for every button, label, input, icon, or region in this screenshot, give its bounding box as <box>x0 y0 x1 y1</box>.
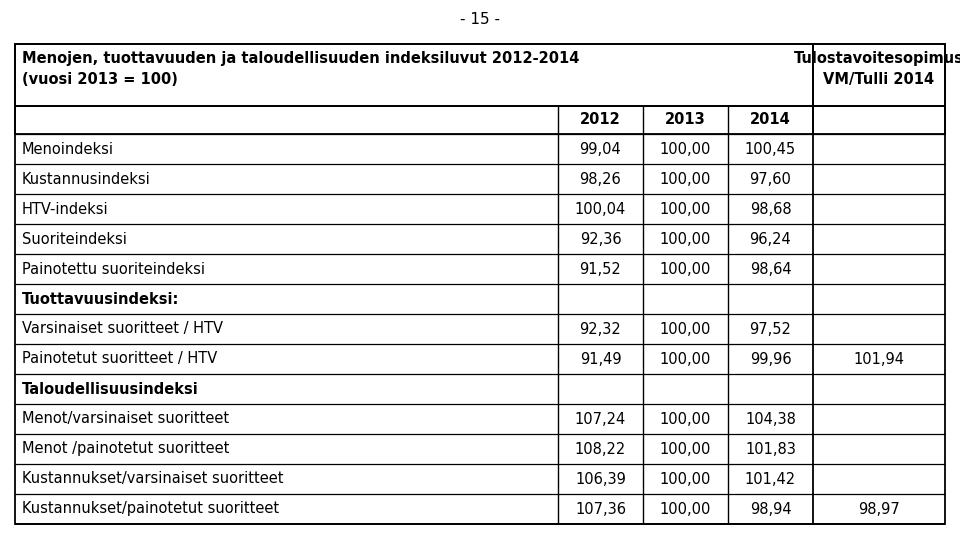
Text: 98,94: 98,94 <box>750 501 791 516</box>
Text: Kustannusindeksi: Kustannusindeksi <box>22 171 151 186</box>
Text: Menot/varsinaiset suoritteet: Menot/varsinaiset suoritteet <box>22 411 229 426</box>
Bar <box>15 44 813 106</box>
Text: 100,00: 100,00 <box>660 171 711 186</box>
Text: - 15 -: - 15 - <box>460 12 500 27</box>
Text: Menoindeksi: Menoindeksi <box>22 142 114 156</box>
Text: 108,22: 108,22 <box>575 441 626 457</box>
Text: HTV-indeksi: HTV-indeksi <box>22 202 108 217</box>
Text: 100,00: 100,00 <box>660 441 711 457</box>
Text: Kustannukset/painotetut suoritteet: Kustannukset/painotetut suoritteet <box>22 501 279 516</box>
Text: Kustannukset/varsinaiset suoritteet: Kustannukset/varsinaiset suoritteet <box>22 472 283 487</box>
Text: Tulostavoitesopimus
VM/Tulli 2014: Tulostavoitesopimus VM/Tulli 2014 <box>794 51 960 87</box>
Text: 100,00: 100,00 <box>660 411 711 426</box>
Text: 100,00: 100,00 <box>660 142 711 156</box>
Text: 2012: 2012 <box>580 113 621 128</box>
Bar <box>813 44 945 106</box>
Text: Menot /painotetut suoritteet: Menot /painotetut suoritteet <box>22 441 229 457</box>
Text: 98,97: 98,97 <box>858 501 900 516</box>
Text: 2014: 2014 <box>750 113 791 128</box>
Text: 100,00: 100,00 <box>660 231 711 246</box>
Text: 98,26: 98,26 <box>580 171 621 186</box>
Text: 107,36: 107,36 <box>575 501 626 516</box>
Text: 97,60: 97,60 <box>750 171 791 186</box>
Text: 100,00: 100,00 <box>660 472 711 487</box>
Text: 92,36: 92,36 <box>580 231 621 246</box>
Text: Tuottavuusindeksi:: Tuottavuusindeksi: <box>22 292 180 307</box>
Text: 100,00: 100,00 <box>660 351 711 367</box>
Text: 99,96: 99,96 <box>750 351 791 367</box>
Text: 98,68: 98,68 <box>750 202 791 217</box>
Text: Suoriteindeksi: Suoriteindeksi <box>22 231 127 246</box>
Text: Menojen, tuottavuuden ja taloudellisuuden indeksiluvut 2012-2014
(vuosi 2013 = 1: Menojen, tuottavuuden ja taloudellisuude… <box>22 51 580 87</box>
Bar <box>15 106 813 134</box>
Text: 2013: 2013 <box>665 113 706 128</box>
Bar <box>813 106 945 134</box>
Text: 96,24: 96,24 <box>750 231 791 246</box>
Text: 101,42: 101,42 <box>745 472 796 487</box>
Text: Painotetut suoritteet / HTV: Painotetut suoritteet / HTV <box>22 351 217 367</box>
Text: 100,00: 100,00 <box>660 261 711 277</box>
Text: Taloudellisuusindeksi: Taloudellisuusindeksi <box>22 382 199 397</box>
Text: 101,94: 101,94 <box>853 351 904 367</box>
Text: 91,49: 91,49 <box>580 351 621 367</box>
Text: 97,52: 97,52 <box>750 321 791 336</box>
Text: 99,04: 99,04 <box>580 142 621 156</box>
Text: Painotettu suoriteindeksi: Painotettu suoriteindeksi <box>22 261 205 277</box>
Text: 100,00: 100,00 <box>660 501 711 516</box>
Text: 100,45: 100,45 <box>745 142 796 156</box>
Text: 106,39: 106,39 <box>575 472 626 487</box>
Text: 107,24: 107,24 <box>575 411 626 426</box>
Text: 92,32: 92,32 <box>580 321 621 336</box>
Text: 101,83: 101,83 <box>745 441 796 457</box>
Text: 100,00: 100,00 <box>660 321 711 336</box>
Text: 104,38: 104,38 <box>745 411 796 426</box>
Text: 98,64: 98,64 <box>750 261 791 277</box>
Text: 100,04: 100,04 <box>575 202 626 217</box>
Text: 100,00: 100,00 <box>660 202 711 217</box>
Text: 91,52: 91,52 <box>580 261 621 277</box>
Bar <box>15 44 945 524</box>
Text: Varsinaiset suoritteet / HTV: Varsinaiset suoritteet / HTV <box>22 321 223 336</box>
